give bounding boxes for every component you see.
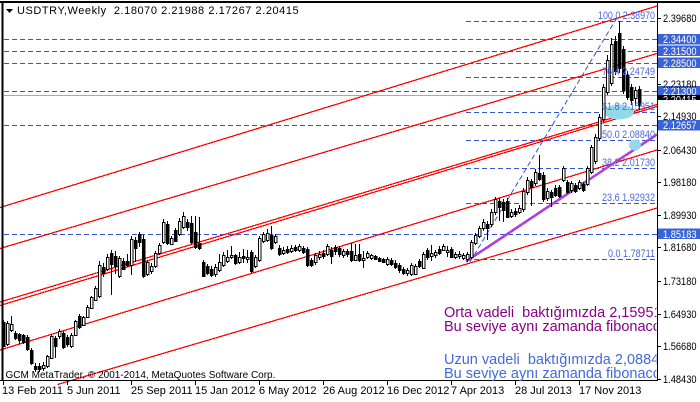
svg-text:23.6 1.92932: 23.6 1.92932 — [602, 192, 655, 204]
svg-text:2.06430: 2.06430 — [663, 145, 697, 157]
svg-text:7 Apr 2013: 7 Apr 2013 — [451, 385, 504, 397]
svg-text:1.48430: 1.48430 — [663, 374, 697, 386]
svg-text:1.89930: 1.89930 — [663, 210, 697, 222]
svg-text:2.34400: 2.34400 — [663, 34, 697, 46]
svg-text:2.28500: 2.28500 — [663, 58, 697, 70]
svg-text:2.20415: 2.20415 — [663, 94, 697, 106]
svg-text:61.8 2.15951: 61.8 2.15951 — [602, 101, 655, 113]
svg-text:GCM MetaTrader, © 2001-2014, M: GCM MetaTrader, © 2001-2014, MetaQuotes … — [6, 370, 276, 381]
svg-text:17 Nov 2013: 17 Nov 2013 — [579, 385, 641, 397]
svg-text:2.12657: 2.12657 — [663, 120, 697, 132]
svg-text:2.31500: 2.31500 — [663, 46, 697, 58]
svg-text:25 Sep 2011: 25 Sep 2011 — [131, 385, 193, 397]
svg-text:2.39680: 2.39680 — [663, 13, 697, 25]
svg-text:100.0 2.38970: 100.0 2.38970 — [598, 10, 655, 22]
svg-text:50.0 2.08840: 50.0 2.08840 — [602, 129, 655, 141]
svg-text:0.0 1.78711: 0.0 1.78711 — [608, 248, 655, 260]
svg-text:28 Jul 2013: 28 Jul 2013 — [515, 385, 572, 397]
svg-text:38.2 2.01730: 38.2 2.01730 — [602, 157, 655, 169]
svg-text:1.98180: 1.98180 — [663, 177, 697, 189]
svg-text:16 Dec 2012: 16 Dec 2012 — [387, 385, 449, 397]
svg-text:1.85183: 1.85183 — [663, 229, 697, 241]
svg-text:13 Feb 2011: 13 Feb 2011 — [2, 385, 63, 397]
svg-text:1.64930: 1.64930 — [663, 309, 697, 321]
svg-text:26 Aug 2012: 26 Aug 2012 — [323, 385, 385, 397]
svg-text:1.73180: 1.73180 — [663, 276, 697, 288]
svg-text:Bu seviye aynı zamanda fibonac: Bu seviye aynı zamanda fibonacci — [444, 319, 663, 335]
svg-text:Orta vadeli baktığımızda 2,15: Orta vadeli baktığımızda 2,15951 — [444, 305, 662, 321]
svg-text:Uzun vadeli baktığımızda 2,08: Uzun vadeli baktığımızda 2,08840 — [444, 352, 667, 368]
svg-text:2.21300: 2.21300 — [663, 86, 697, 98]
svg-text:6 May 2012: 6 May 2012 — [259, 385, 316, 397]
svg-text:1.56680: 1.56680 — [663, 341, 697, 353]
svg-text:2.14930: 2.14930 — [663, 111, 697, 123]
svg-text:2.23180: 2.23180 — [663, 79, 697, 91]
svg-text:Bu seviye aynı zamanda fibonac: Bu seviye aynı zamanda fibonacci — [444, 366, 663, 382]
svg-text:76.4 2.24749: 76.4 2.24749 — [602, 66, 655, 78]
svg-text:15 Jan 2012: 15 Jan 2012 — [195, 385, 256, 397]
svg-text:5 Jun 2011: 5 Jun 2011 — [67, 385, 121, 397]
svg-text:1.81680: 1.81680 — [663, 242, 697, 254]
svg-text:USDTRY,Weekly 2.18070 2.21988: USDTRY,Weekly 2.18070 2.21988 2.17267 2.… — [17, 5, 299, 17]
